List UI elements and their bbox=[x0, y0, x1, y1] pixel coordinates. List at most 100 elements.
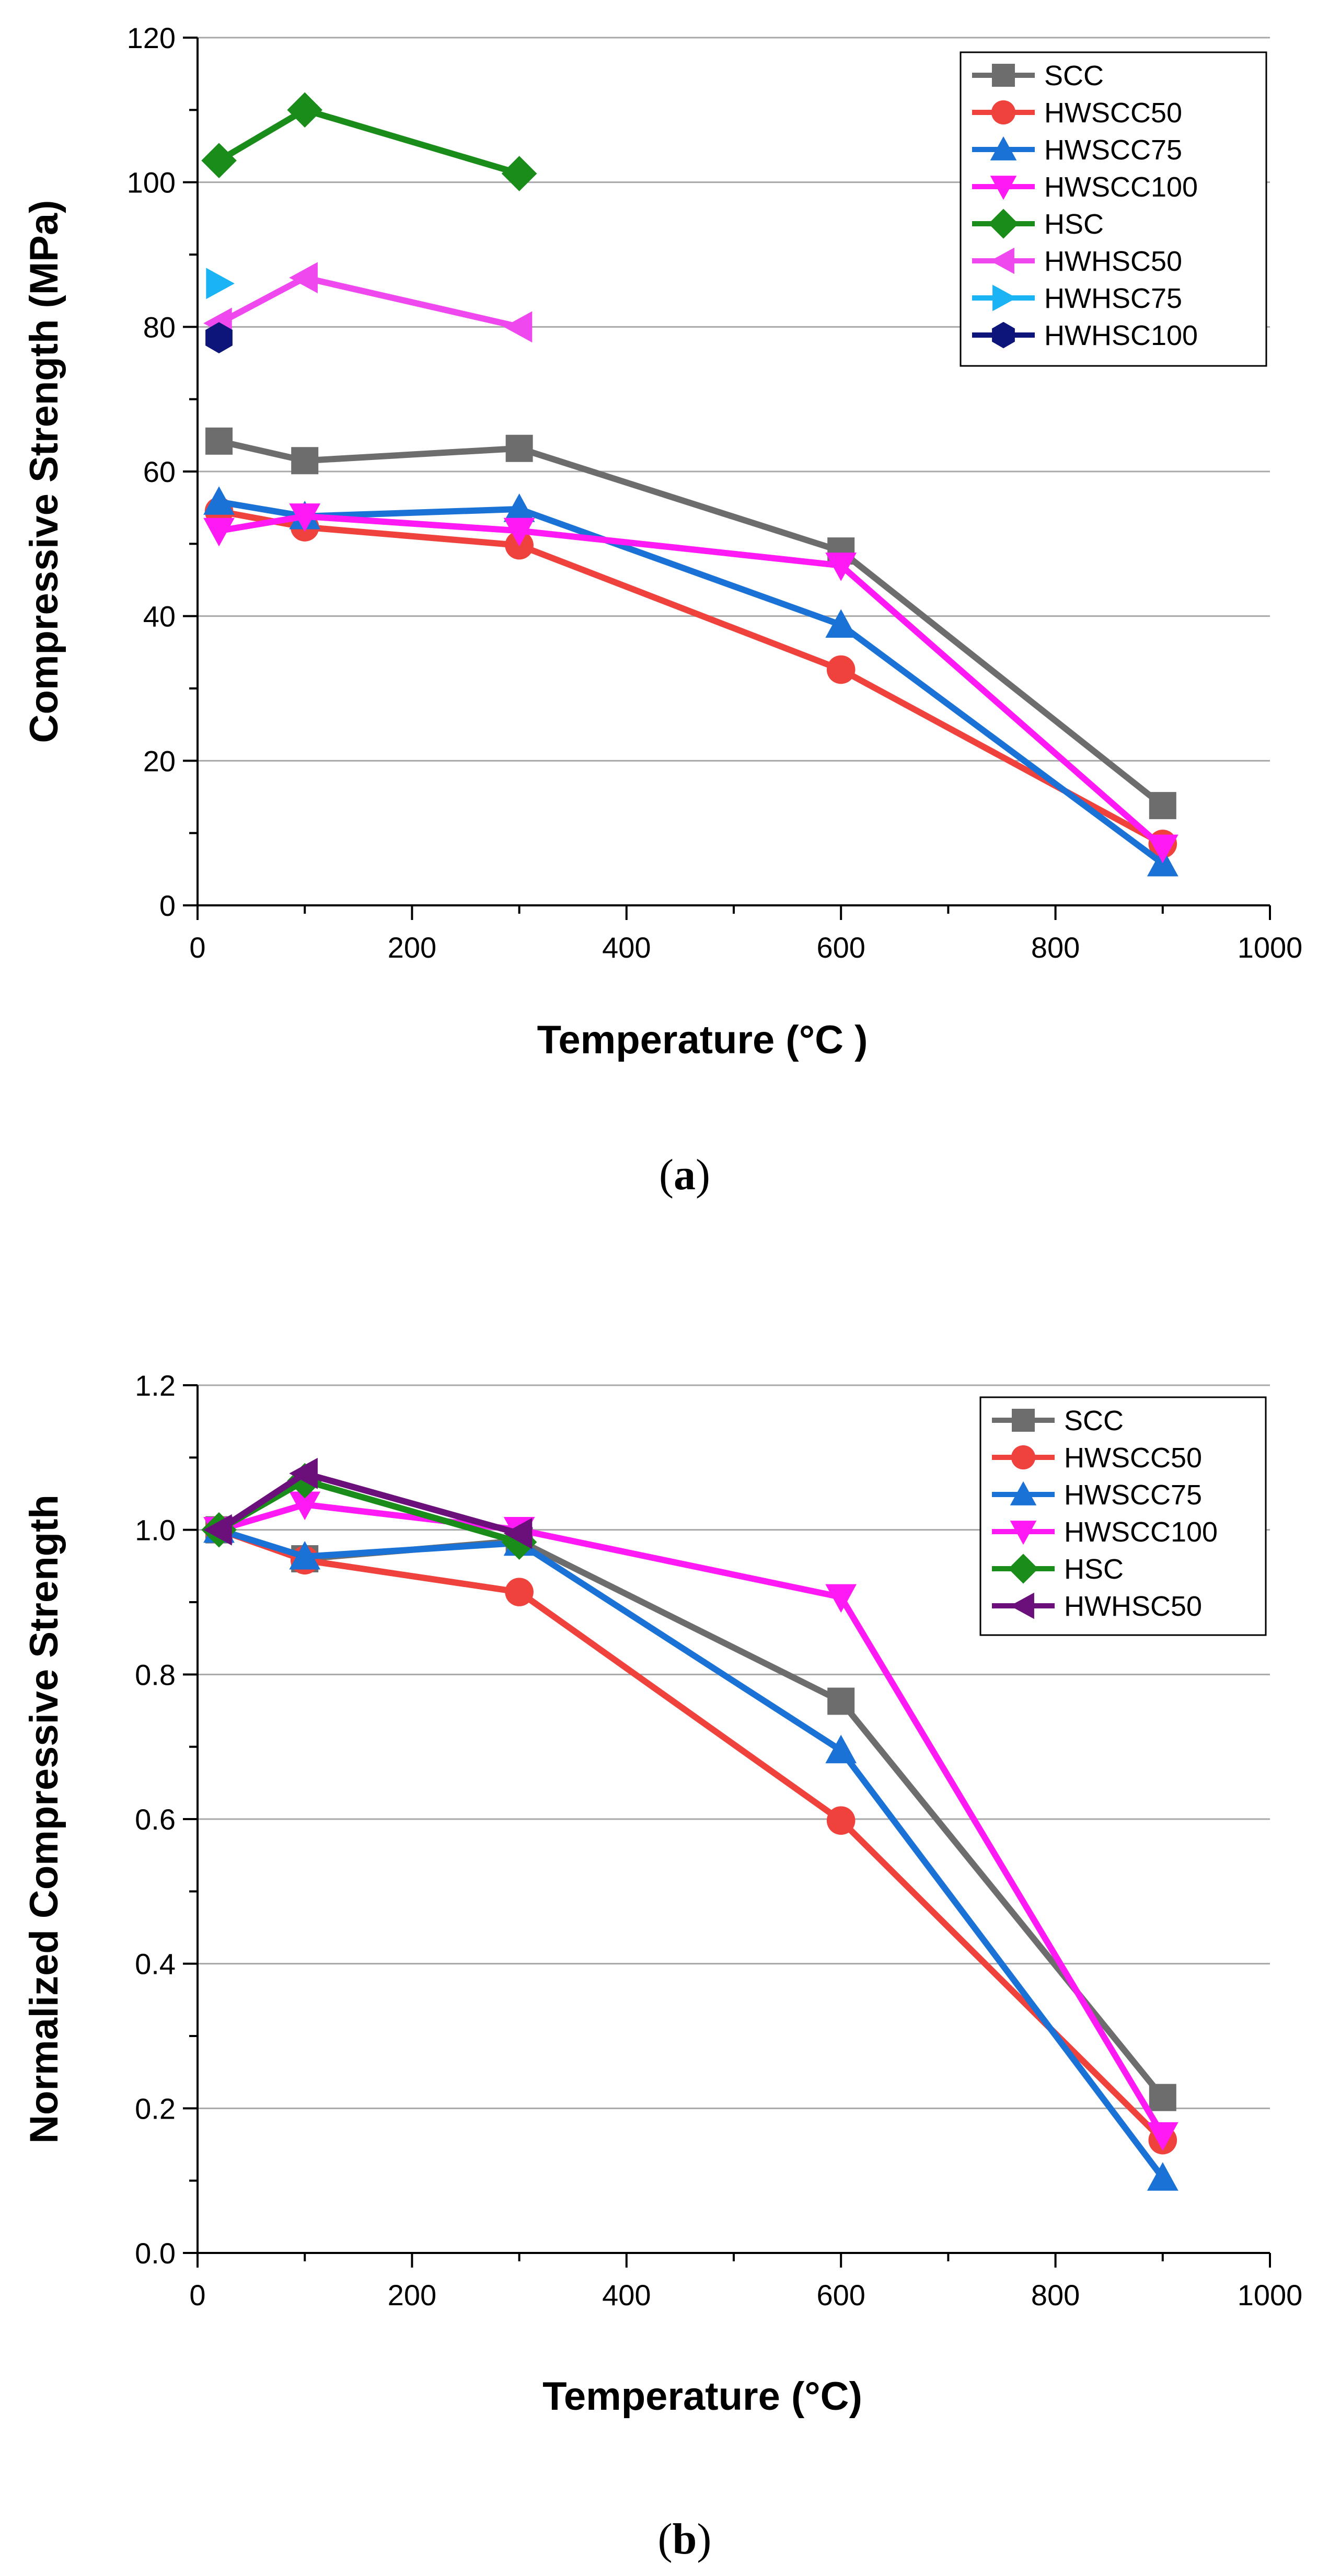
legend-entry: HWHSC100 bbox=[972, 320, 1198, 351]
series-line bbox=[216, 499, 1166, 867]
legend-marker bbox=[1010, 1521, 1037, 1545]
panel-label: (a) bbox=[659, 1151, 710, 1199]
legend: SCC HWSCC50 HWSCC75 HWSCC100 HSC HWHSC50 bbox=[979, 1396, 1267, 1636]
data-point bbox=[289, 1491, 321, 1521]
panel-label-letter: b bbox=[673, 2515, 697, 2563]
series-line bbox=[216, 274, 523, 330]
x-tick-label: 800 bbox=[1031, 931, 1080, 964]
legend-marker bbox=[1010, 1481, 1037, 1505]
data-point bbox=[825, 609, 857, 638]
legend-entry: HWSCC100 bbox=[972, 171, 1198, 203]
data-point bbox=[289, 1540, 321, 1570]
data-point bbox=[291, 447, 319, 475]
legend-marker bbox=[988, 209, 1019, 239]
legend-entry: SCC bbox=[972, 60, 1104, 91]
data-point bbox=[1149, 792, 1176, 820]
legend-entry: HWSCC100 bbox=[992, 1516, 1218, 1548]
data-point bbox=[201, 143, 237, 178]
series-hwhsc75 bbox=[206, 268, 235, 300]
data-point bbox=[289, 1457, 318, 1489]
y-tick-label: 80 bbox=[143, 310, 176, 343]
data-point bbox=[503, 311, 533, 343]
legend-label: HWSCC100 bbox=[1044, 171, 1198, 203]
x-tick-label: 200 bbox=[388, 2279, 436, 2312]
data-point bbox=[503, 493, 535, 522]
legend-label: HSC bbox=[1064, 1554, 1124, 1585]
legend-marker bbox=[1011, 1445, 1036, 1470]
legend-marker bbox=[990, 136, 1017, 160]
legend-label: HSC bbox=[1044, 209, 1104, 240]
x-tick-label: 800 bbox=[1031, 2279, 1080, 2312]
x-tick-label: 1000 bbox=[1238, 2279, 1303, 2312]
y-tick-label: 0.8 bbox=[135, 1658, 176, 1691]
legend-label: HWHSC50 bbox=[1064, 1591, 1202, 1622]
x-tick-label: 400 bbox=[602, 2279, 651, 2312]
data-point bbox=[825, 1734, 857, 1764]
data-point bbox=[1149, 2084, 1176, 2111]
legend-label: HWSCC100 bbox=[1064, 1516, 1218, 1548]
data-point bbox=[1147, 2122, 1178, 2151]
data-point bbox=[289, 503, 321, 532]
data-point bbox=[501, 1524, 537, 1560]
series-hsc bbox=[201, 92, 537, 191]
data-point bbox=[825, 1584, 857, 1613]
y-tick-label: 0.0 bbox=[135, 2237, 176, 2270]
legend-entry: HWSCC75 bbox=[992, 1479, 1202, 1511]
series-line bbox=[216, 513, 1166, 851]
y-tick-label: 0.2 bbox=[135, 2092, 176, 2125]
chart-panel-b: 0 200 400 600 800 1000 0.0 0.2 0.4 0.6 0.8 1.0 1.2 Te… bbox=[22, 1369, 1302, 2563]
legend-marker bbox=[991, 100, 1016, 125]
data-point bbox=[503, 1517, 533, 1549]
data-point bbox=[203, 518, 235, 547]
data-point bbox=[287, 92, 322, 128]
y-axis-title: Compressive Strength (MPa) bbox=[22, 200, 66, 743]
series-line bbox=[216, 438, 1166, 809]
legend-marker bbox=[1010, 1592, 1034, 1619]
legend-entry: HSC bbox=[972, 209, 1104, 240]
legend: SCC HWSCC50 HWSCC75 HWSCC100 HSC HWHSC50 HWHSC… bbox=[960, 51, 1267, 367]
y-axis-title: Normalized Compressive Strength bbox=[22, 1494, 66, 2144]
data-point bbox=[1147, 834, 1178, 864]
y-tick-label: 120 bbox=[127, 21, 176, 54]
data-point bbox=[205, 322, 233, 353]
data-point bbox=[827, 1687, 855, 1715]
legend-marker bbox=[992, 64, 1015, 87]
y-tick-label: 0 bbox=[159, 889, 176, 922]
data-point bbox=[501, 156, 537, 191]
series-hwhsc100 bbox=[205, 322, 233, 353]
data-point bbox=[505, 1578, 534, 1606]
data-point bbox=[505, 434, 533, 462]
series-line bbox=[216, 508, 1166, 847]
x-tick-label: 0 bbox=[189, 931, 205, 964]
legend-label: SCC bbox=[1064, 1405, 1124, 1436]
legend-entry: SCC bbox=[992, 1405, 1124, 1436]
x-tick-label: 400 bbox=[602, 931, 651, 964]
panel-label-letter: a bbox=[674, 1151, 696, 1199]
series-hwscc75 bbox=[203, 486, 1178, 877]
x-tick-label: 600 bbox=[816, 931, 865, 964]
legend-marker bbox=[990, 247, 1014, 274]
chart-panel-a: 0 200 400 600 800 1000 0 20 40 60 80 100 120 Temperat… bbox=[22, 21, 1302, 1199]
data-point bbox=[289, 262, 318, 294]
y-tick-label: 60 bbox=[143, 455, 176, 488]
legend-entry: HWSCC50 bbox=[992, 1442, 1202, 1474]
series-scc bbox=[205, 427, 1176, 820]
y-tick-label: 1.2 bbox=[135, 1369, 176, 1402]
legend-label: HWHSC100 bbox=[1044, 320, 1198, 351]
legend-entry: HWHSC50 bbox=[992, 1591, 1202, 1622]
x-tick-label: 200 bbox=[388, 931, 436, 964]
x-tick-label: 0 bbox=[189, 2279, 205, 2312]
legend-marker bbox=[990, 176, 1017, 200]
legend-label: HWHSC50 bbox=[1044, 246, 1182, 277]
series-hwscc100 bbox=[203, 503, 1178, 864]
legend-label: HWSCC50 bbox=[1064, 1442, 1202, 1474]
y-tick-label: 40 bbox=[143, 600, 176, 633]
legend-marker bbox=[1012, 1409, 1035, 1432]
data-point bbox=[825, 553, 857, 581]
legend-entry: HWHSC75 bbox=[972, 283, 1182, 314]
legend-entry: HWHSC50 bbox=[972, 246, 1182, 277]
legend-label: HWSCC50 bbox=[1044, 97, 1182, 129]
legend-label: HWSCC75 bbox=[1044, 134, 1182, 166]
data-point bbox=[1147, 2162, 1178, 2191]
data-point bbox=[205, 427, 233, 455]
